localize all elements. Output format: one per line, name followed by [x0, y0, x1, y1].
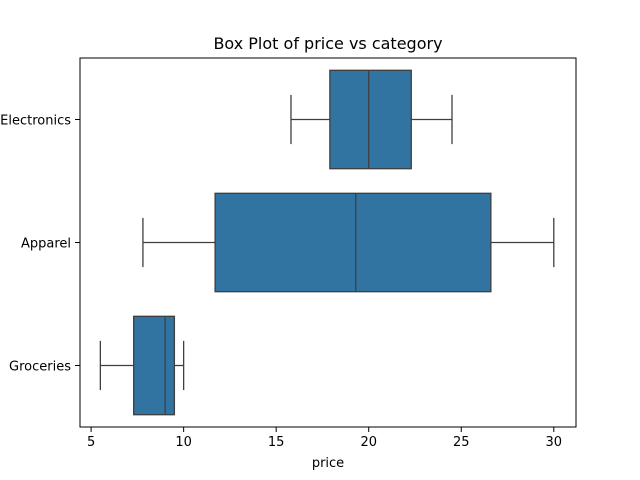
y-tick-label-apparel: Apparel — [21, 237, 71, 252]
box-group-electronics — [290, 69, 453, 170]
box-group-apparel — [142, 192, 555, 293]
x-axis-label: price — [312, 456, 344, 471]
y-tick-label-electronics: Electronics — [0, 114, 71, 129]
box-groceries — [133, 315, 176, 416]
x-tick-label: 5 — [87, 435, 95, 450]
x-axis: 5 10 15 20 25 30 — [87, 427, 562, 450]
x-tick-label: 30 — [546, 435, 563, 450]
x-tick-label: 25 — [453, 435, 470, 450]
y-tick-label-groceries: Groceries — [9, 360, 71, 375]
y-axis: Electronics Apparel Groceries — [0, 114, 80, 375]
x-tick-label: 20 — [360, 435, 377, 450]
plot-marks — [99, 69, 555, 416]
box-apparel — [214, 192, 492, 293]
box-electronics — [329, 69, 412, 170]
x-tick-label: 10 — [175, 435, 192, 450]
chart-title: Box Plot of price vs category — [213, 34, 442, 53]
x-tick-label: 15 — [268, 435, 285, 450]
box-group-groceries — [99, 315, 185, 416]
